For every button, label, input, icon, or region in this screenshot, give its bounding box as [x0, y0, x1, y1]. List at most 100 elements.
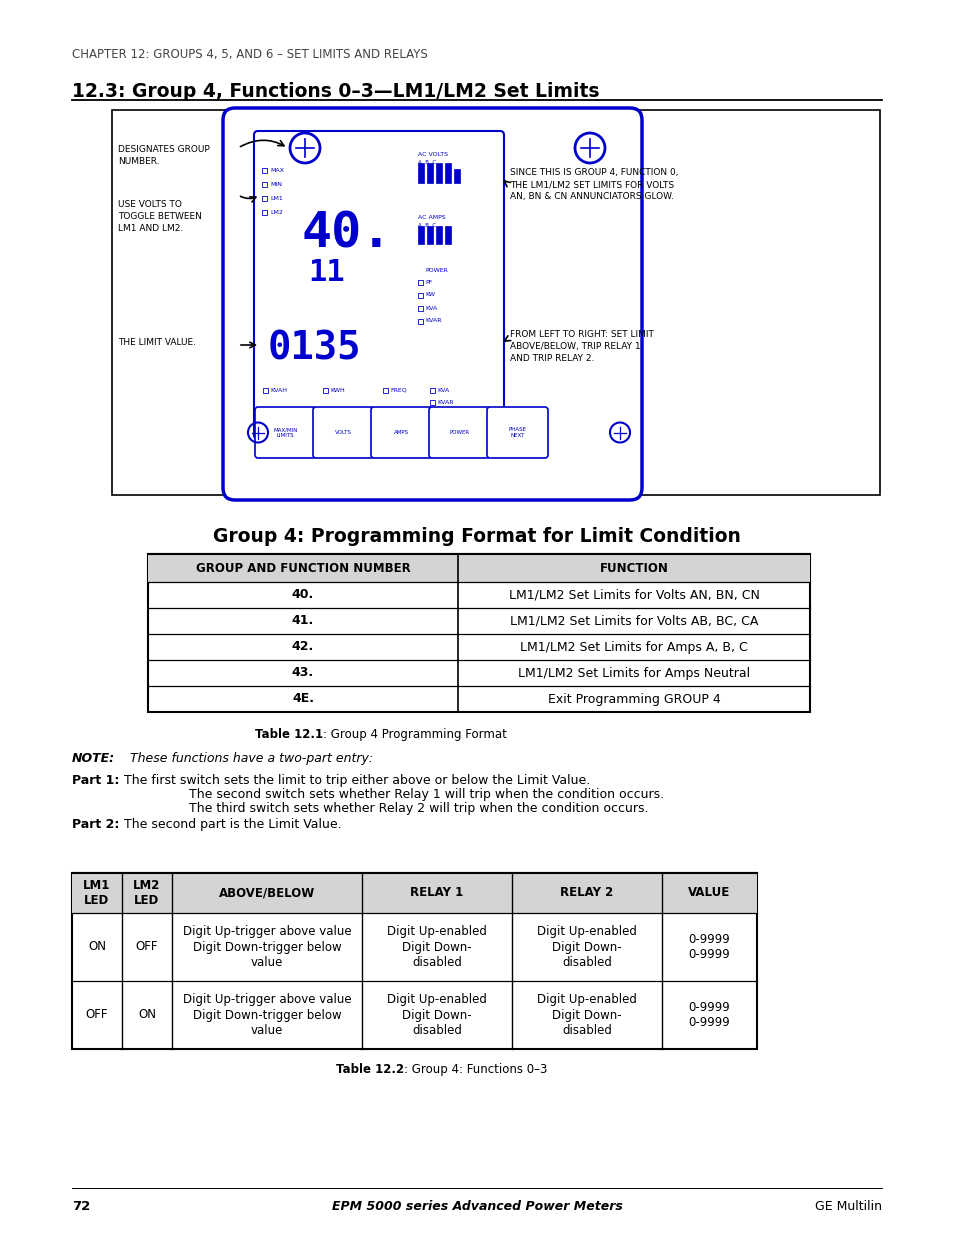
Text: Digit Up-enabled
Digit Down-
disabled: Digit Up-enabled Digit Down- disabled: [387, 925, 486, 968]
Text: Digit Up-trigger above value
Digit Down-trigger below
value: Digit Up-trigger above value Digit Down-…: [182, 993, 351, 1036]
Text: OFF: OFF: [135, 941, 158, 953]
Text: LM1/LM2 Set Limits for Volts AN, BN, CN: LM1/LM2 Set Limits for Volts AN, BN, CN: [508, 589, 759, 601]
Text: ON: ON: [88, 941, 106, 953]
Text: Digit Up-trigger above value
Digit Down-trigger below
value: Digit Up-trigger above value Digit Down-…: [182, 925, 351, 968]
Text: MIN: MIN: [270, 182, 282, 186]
Text: RELAY 1: RELAY 1: [410, 887, 463, 899]
FancyBboxPatch shape: [253, 131, 503, 438]
Text: KVA: KVA: [424, 305, 436, 310]
Bar: [417, 293, 422, 298]
Text: KVA: KVA: [436, 388, 449, 393]
Bar: [263, 388, 268, 393]
Text: LM1
LED: LM1 LED: [83, 879, 111, 906]
Text: POWER: POWER: [449, 430, 469, 435]
Bar: [436, 163, 441, 183]
Text: LM2: LM2: [270, 210, 283, 215]
Text: RELAY 2: RELAY 2: [559, 887, 613, 899]
Bar: [417, 280, 422, 285]
Text: 41.: 41.: [292, 615, 314, 627]
Bar: [417, 319, 422, 324]
Text: Digit Up-enabled
Digit Down-
disabled: Digit Up-enabled Digit Down- disabled: [537, 993, 637, 1036]
Text: TOGGLE BETWEEN: TOGGLE BETWEEN: [118, 212, 202, 221]
Bar: [112, 110, 879, 495]
Bar: [71, 873, 757, 1049]
Bar: [262, 168, 267, 173]
Text: 72: 72: [71, 1200, 91, 1213]
Text: FUNCTION: FUNCTION: [598, 562, 668, 574]
Text: LM1: LM1: [270, 195, 282, 200]
Bar: [436, 226, 441, 245]
FancyBboxPatch shape: [254, 408, 315, 458]
Text: Table 12.1: Table 12.1: [254, 727, 323, 741]
Bar: [323, 388, 328, 393]
Text: FROM LEFT TO RIGHT: SET LIMIT: FROM LEFT TO RIGHT: SET LIMIT: [510, 330, 653, 338]
Text: AC AMPS: AC AMPS: [417, 215, 445, 220]
Text: MAX/MIN
LIMITS: MAX/MIN LIMITS: [273, 427, 297, 438]
FancyBboxPatch shape: [371, 408, 432, 458]
Bar: [262, 182, 267, 186]
Text: 0-9999
0-9999: 0-9999 0-9999: [688, 1002, 730, 1029]
Text: LM1/LM2 Set Limits for Amps A, B, C: LM1/LM2 Set Limits for Amps A, B, C: [519, 641, 747, 653]
Text: KVAR: KVAR: [436, 399, 453, 405]
Text: AC VOLTS: AC VOLTS: [417, 152, 448, 157]
FancyBboxPatch shape: [313, 408, 374, 458]
Text: GE Multilin: GE Multilin: [814, 1200, 882, 1213]
Text: LM1/LM2 Set Limits for Amps Neutral: LM1/LM2 Set Limits for Amps Neutral: [517, 667, 749, 679]
Text: A  B  C: A B C: [417, 161, 436, 165]
Bar: [148, 555, 809, 713]
Bar: [454, 169, 459, 183]
Bar: [417, 226, 423, 245]
Text: : Group 4: Functions 0–3: : Group 4: Functions 0–3: [404, 1063, 547, 1076]
Text: USE VOLTS TO: USE VOLTS TO: [118, 200, 182, 209]
Text: Table 12.2: Table 12.2: [336, 1063, 404, 1076]
Text: AND TRIP RELAY 2.: AND TRIP RELAY 2.: [510, 354, 594, 363]
Bar: [427, 226, 433, 245]
Text: AMPS: AMPS: [394, 430, 409, 435]
Text: PHASE
NEXT: PHASE NEXT: [508, 427, 526, 438]
Bar: [444, 163, 451, 183]
Text: Group 4: Programming Format for Limit Condition: Group 4: Programming Format for Limit Co…: [213, 527, 740, 546]
Text: 0135: 0135: [268, 330, 361, 368]
Text: GROUP AND FUNCTION NUMBER: GROUP AND FUNCTION NUMBER: [195, 562, 410, 574]
Bar: [262, 196, 267, 201]
Text: ABOVE/BELOW, TRIP RELAY 1: ABOVE/BELOW, TRIP RELAY 1: [510, 342, 640, 351]
Bar: [262, 210, 267, 215]
Text: SINCE THIS IS GROUP 4, FUNCTION 0,: SINCE THIS IS GROUP 4, FUNCTION 0,: [510, 168, 678, 177]
Text: Digit Up-enabled
Digit Down-
disabled: Digit Up-enabled Digit Down- disabled: [387, 993, 486, 1036]
Text: A  B  C: A B C: [417, 224, 436, 228]
Text: MAX: MAX: [270, 168, 284, 173]
Text: 0-9999
0-9999: 0-9999 0-9999: [688, 932, 730, 961]
Text: LM2
LED: LM2 LED: [133, 879, 160, 906]
Text: Part 1:: Part 1:: [71, 774, 119, 787]
Text: 43.: 43.: [292, 667, 314, 679]
Text: KWH: KWH: [330, 388, 344, 393]
Text: The second switch sets whether Relay 1 will trip when the condition occurs.: The second switch sets whether Relay 1 w…: [189, 788, 663, 802]
Text: 11: 11: [308, 258, 344, 287]
Text: VALUE: VALUE: [688, 887, 730, 899]
Bar: [444, 226, 451, 245]
Text: These functions have a two-part entry:: These functions have a two-part entry:: [122, 752, 373, 764]
Text: LM1 AND LM2.: LM1 AND LM2.: [118, 224, 183, 233]
Text: EPM 5000 series Advanced Power Meters: EPM 5000 series Advanced Power Meters: [332, 1200, 621, 1213]
Text: DESIGNATES GROUP: DESIGNATES GROUP: [118, 144, 210, 154]
Bar: [382, 388, 388, 393]
Text: CHAPTER 12: GROUPS 4, 5, AND 6 – SET LIMITS AND RELAYS: CHAPTER 12: GROUPS 4, 5, AND 6 – SET LIM…: [71, 48, 427, 61]
Text: 40.: 40.: [292, 589, 314, 601]
Text: KW: KW: [424, 293, 435, 298]
Text: NOTE:: NOTE:: [71, 752, 115, 764]
Text: THE LM1/LM2 SET LIMITS FOR VOLTS: THE LM1/LM2 SET LIMITS FOR VOLTS: [510, 180, 674, 189]
FancyBboxPatch shape: [486, 408, 547, 458]
Text: AN, BN & CN ANNUNCIATORS GLOW.: AN, BN & CN ANNUNCIATORS GLOW.: [510, 191, 673, 201]
Text: NUMBER.: NUMBER.: [118, 157, 159, 165]
Text: 42.: 42.: [292, 641, 314, 653]
Text: The third switch sets whether Relay 2 will trip when the condition occurs.: The third switch sets whether Relay 2 wi…: [189, 802, 648, 815]
Text: The first switch sets the limit to trip either above or below the Limit Value.: The first switch sets the limit to trip …: [124, 774, 590, 787]
Text: 12.3: Group 4, Functions 0–3—LM1/LM2 Set Limits: 12.3: Group 4, Functions 0–3—LM1/LM2 Set…: [71, 82, 598, 101]
Bar: [430, 388, 435, 393]
Text: Digit Up-enabled
Digit Down-
disabled: Digit Up-enabled Digit Down- disabled: [537, 925, 637, 968]
Text: : Group 4 Programming Format: : Group 4 Programming Format: [323, 727, 506, 741]
Text: FREQ: FREQ: [390, 388, 406, 393]
FancyBboxPatch shape: [429, 408, 490, 458]
Text: KVAH: KVAH: [270, 388, 287, 393]
Bar: [148, 555, 809, 582]
